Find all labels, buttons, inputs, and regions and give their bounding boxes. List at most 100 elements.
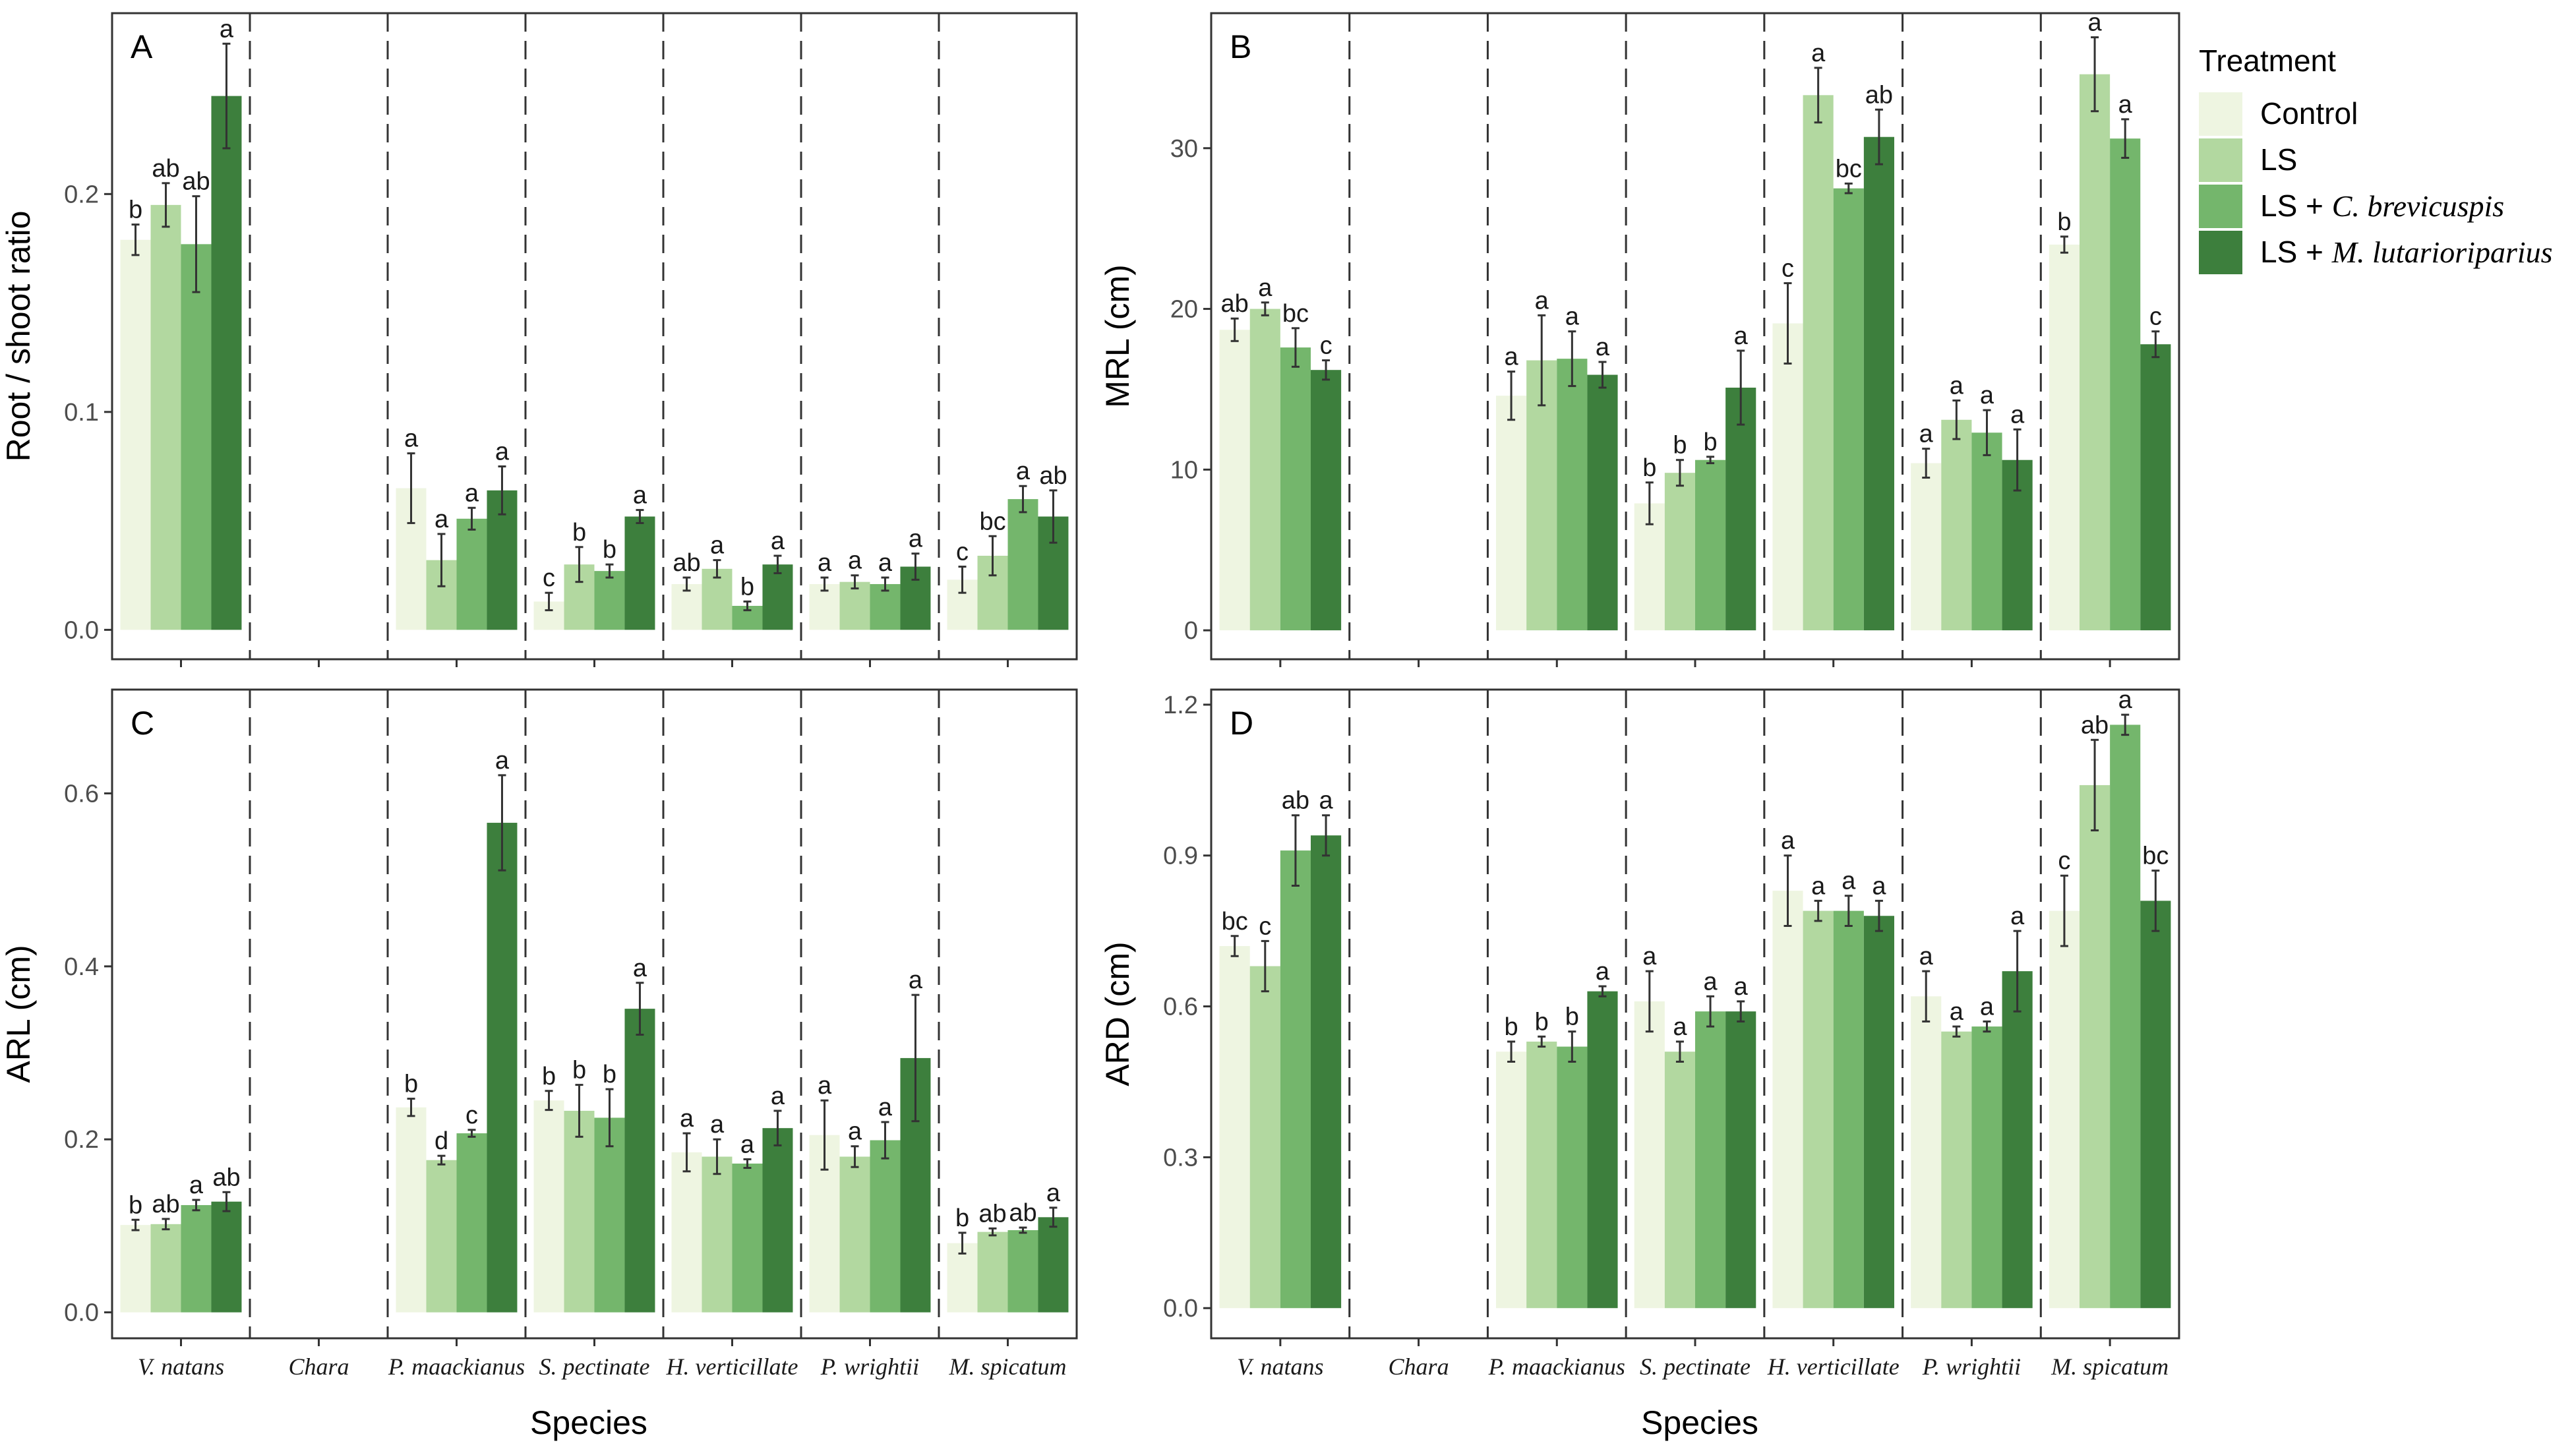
legend-item-ls: LS: [2199, 138, 2297, 182]
bar-p-maackianus-control: [1496, 396, 1527, 631]
significance-letter: ab: [1865, 81, 1893, 109]
significance-letter: c: [2058, 847, 2070, 875]
significance-letter: a: [2010, 401, 2025, 429]
bar-h-verticillate-ls: [702, 568, 733, 630]
significance-letter: a: [1950, 372, 1964, 400]
panel-label: C: [131, 705, 154, 742]
y-tick-label: 0.6: [1163, 993, 1198, 1021]
species-label-p-maackianus: P. maackianus: [388, 1353, 525, 1380]
significance-letter: a: [1950, 998, 1964, 1026]
bar-p-maackianus-ls: [426, 1160, 457, 1313]
bar-s-pectinate-ls-m-lutarioriparius: [1725, 1011, 1756, 1309]
species-label-s-pectinate: S. pectinate: [1640, 1353, 1751, 1380]
legend-label: LS + M. lutarioriparius: [2260, 235, 2553, 269]
significance-letter: b: [2057, 208, 2071, 236]
bar-m-spicatum-ls-c-brevicuspis: [1007, 499, 1038, 630]
significance-letter: a: [434, 506, 449, 533]
bar-h-verticillate-ls-c-brevicuspis: [732, 1163, 763, 1313]
bar-m-spicatum-ls: [2080, 785, 2111, 1309]
bar-v-natans-ls-c-brevicuspis: [1280, 850, 1311, 1309]
bar-h-verticillate-ls-m-lutarioriparius: [1863, 916, 1894, 1309]
bar-m-spicatum-ls: [977, 1231, 1008, 1313]
significance-letter: bc: [1836, 155, 1862, 183]
significance-letter: a: [495, 747, 510, 775]
bar-v-natans-control: [120, 239, 151, 630]
y-tick-label: 0.2: [64, 181, 99, 208]
significance-letter: a: [1703, 968, 1718, 995]
bar-v-natans-ls: [150, 204, 181, 630]
y-tick-label: 0.2: [64, 1126, 99, 1154]
y-axis-title: ARD (cm): [1099, 941, 1136, 1086]
significance-letter: ab: [1009, 1199, 1036, 1227]
legend-label: LS + C. brevicuspis: [2260, 189, 2504, 223]
significance-letter: a: [1016, 458, 1031, 485]
species-label-h-verticillate: H. verticillate: [666, 1353, 798, 1380]
bar-m-spicatum-control: [947, 1243, 978, 1313]
significance-letter: a: [1258, 274, 1273, 302]
significance-letter: a: [1734, 322, 1749, 350]
bar-s-pectinate-ls: [564, 1110, 595, 1313]
bar-s-pectinate-control: [533, 1100, 564, 1313]
bar-p-wrightii-control: [809, 583, 840, 630]
significance-letter: a: [1046, 1179, 1061, 1207]
legend: Treatment Control LS LS + C. brevicuspis LS…: [2199, 44, 2553, 274]
bar-m-spicatum-ls-m-lutarioriparius: [2140, 901, 2171, 1309]
significance-letter: b: [603, 536, 616, 564]
bar-h-verticillate-ls-m-lutarioriparius: [762, 1128, 793, 1313]
legend-swatch: [2199, 92, 2242, 136]
x-axis-title-left: Species: [530, 1404, 647, 1441]
bar-p-maackianus-control: [1496, 1052, 1527, 1309]
significance-letter: b: [572, 519, 586, 547]
significance-letter: b: [1673, 432, 1687, 460]
bar-s-pectinate-ls: [1664, 473, 1695, 631]
significance-letter: ab: [2081, 711, 2109, 739]
bar-v-natans-ls-m-lutarioriparius: [211, 1201, 242, 1313]
significance-letter: ab: [152, 155, 179, 183]
legend-swatch: [2199, 185, 2242, 228]
y-tick-label: 0.0: [64, 1299, 99, 1327]
bar-m-spicatum-ls-c-brevicuspis: [2110, 725, 2141, 1309]
significance-letter: c: [1320, 332, 1333, 360]
significance-letter: a: [909, 525, 923, 553]
significance-letter: d: [434, 1127, 448, 1155]
bar-p-wrightii-ls: [1941, 419, 1972, 631]
legend-item-ls-cb: LS + C. brevicuspis: [2199, 185, 2504, 228]
y-tick-label: 20: [1170, 296, 1198, 324]
significance-letter: bc: [1282, 300, 1309, 328]
significance-letter: a: [818, 1072, 832, 1100]
significance-letter: ab: [978, 1200, 1006, 1228]
bar-v-natans-ls: [1249, 309, 1280, 631]
y-axis-title: MRL (cm): [1099, 264, 1136, 408]
bar-s-pectinate-ls-m-lutarioriparius: [624, 1009, 655, 1313]
y-tick-label: 10: [1170, 456, 1198, 484]
bar-h-verticillate-control: [1772, 891, 1803, 1309]
bar-v-natans-ls-m-lutarioriparius: [211, 96, 242, 630]
species-label-v-natans: V. natans: [138, 1353, 224, 1380]
bar-p-maackianus-ls: [1526, 1041, 1557, 1309]
significance-letter: a: [848, 547, 862, 575]
y-tick-label: 0.1: [64, 399, 99, 427]
significance-letter: a: [2118, 91, 2133, 119]
bar-h-verticillate-control: [671, 1152, 702, 1313]
significance-letter: a: [1781, 827, 1795, 855]
bar-m-spicatum-ls-c-brevicuspis: [2110, 138, 2141, 631]
significance-letter: a: [1596, 958, 1610, 986]
significance-letter: a: [771, 1082, 785, 1110]
significance-letter: a: [1842, 868, 1856, 895]
bar-h-verticillate-ls: [1803, 95, 1834, 631]
significance-letter: a: [1919, 943, 1934, 970]
y-tick-label: 0.4: [64, 953, 99, 981]
bar-v-natans-control: [1219, 946, 1250, 1309]
significance-letter: b: [603, 1061, 616, 1088]
bar-p-wrightii-ls-c-brevicuspis: [870, 583, 901, 630]
significance-letter: c: [956, 539, 969, 566]
significance-letter: a: [633, 482, 647, 510]
bar-h-verticillate-ls: [1803, 910, 1834, 1309]
bar-m-spicatum-ls-c-brevicuspis: [1007, 1230, 1038, 1313]
species-label-h-verticillate: H. verticillate: [1767, 1353, 1900, 1380]
bar-v-natans-ls: [1249, 966, 1280, 1309]
bar-h-verticillate-ls: [702, 1156, 733, 1313]
